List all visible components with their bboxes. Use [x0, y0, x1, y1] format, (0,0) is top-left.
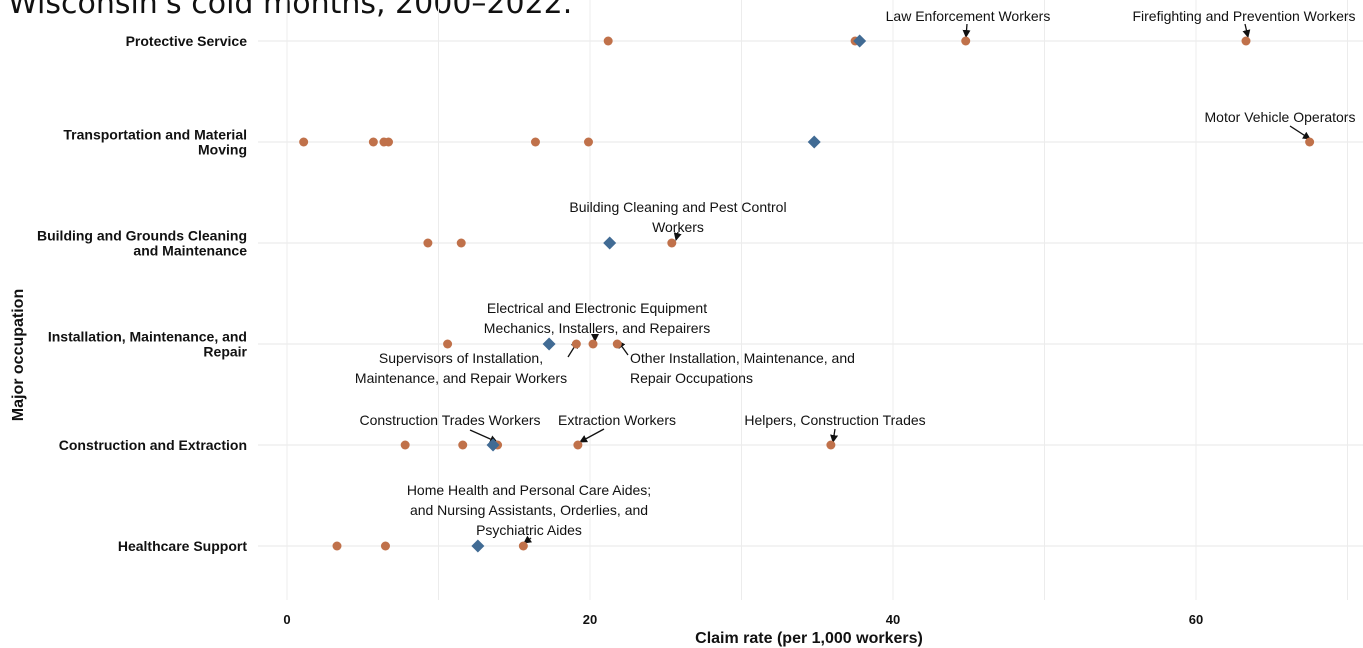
y-tick-label: Protective Service: [126, 33, 248, 49]
claim-rate-point: [400, 440, 410, 450]
average-diamond: [807, 135, 821, 149]
annotation-label: Mechanics, Installers, and Repairers: [484, 320, 710, 336]
annotation-label: Repair Occupations: [630, 370, 753, 386]
claim-rate-point: [443, 339, 453, 349]
data-marks: [299, 34, 1315, 553]
claim-rate-point: [1305, 137, 1315, 147]
annotation-label: Maintenance, and Repair Workers: [355, 370, 567, 386]
annotation-label: Building Cleaning and Pest Control: [569, 199, 786, 215]
y-tick-label: Healthcare Support: [118, 538, 247, 554]
annotation-label: Motor Vehicle Operators: [1205, 109, 1356, 125]
average-diamond: [853, 34, 867, 48]
annotation-label: Firefighting and Prevention Workers: [1132, 8, 1355, 24]
x-tick-label: 40: [886, 612, 900, 627]
annotation-arrow: [1289, 125, 1311, 140]
claim-rate-point: [456, 238, 466, 248]
average-diamond: [471, 539, 485, 553]
x-axis-title: Claim rate (per 1,000 workers): [695, 630, 923, 647]
y-tick-label: Installation, Maintenance, and: [48, 329, 247, 345]
claim-rate-point: [667, 238, 677, 248]
annotation-label: Home Health and Personal Care Aides;: [407, 482, 651, 498]
y-tick-label: Transportation and Material: [63, 127, 247, 143]
claim-rate-point: [583, 137, 593, 147]
annotation-label: Extraction Workers: [558, 412, 676, 428]
claim-rate-point: [423, 238, 433, 248]
average-diamond: [486, 438, 500, 452]
y-tick-label: Construction and Extraction: [59, 437, 247, 453]
claim-rate-point: [573, 440, 583, 450]
annotation-arrow: [673, 231, 682, 241]
y-axis-title: Major occupation: [10, 289, 27, 421]
claim-rate-point: [384, 137, 394, 147]
claim-rate-point: [571, 339, 581, 349]
annotation-label: Psychiatric Aides: [476, 522, 582, 538]
annotation-label: Other Installation, Maintenance, and: [630, 350, 855, 366]
claim-rate-point: [458, 440, 468, 450]
claim-rate-point: [826, 440, 836, 450]
annotation-label: Construction Trades Workers: [359, 412, 540, 428]
y-tick-label: Moving: [198, 142, 247, 158]
claim-rate-point: [1241, 36, 1251, 46]
x-tick-label: 60: [1189, 612, 1203, 627]
claim-rate-point: [603, 36, 613, 46]
claim-rate-point: [588, 339, 598, 349]
chart-title: Wisconsin's cold months, 2000–2022.: [8, 0, 573, 21]
claim-rate-point: [612, 339, 622, 349]
annotation-label: and Nursing Assistants, Orderlies, and: [410, 502, 648, 518]
annotation-label: Workers: [652, 219, 704, 235]
annotation-label: Supervisors of Installation,: [379, 350, 543, 366]
annotation-arrow: [962, 23, 971, 38]
claim-rate-point: [368, 137, 378, 147]
y-tick-label: and Maintenance: [133, 243, 247, 259]
annotation-arrow: [1242, 23, 1251, 38]
claim-rate-point: [518, 541, 528, 551]
y-tick-label: Building and Grounds Cleaning: [37, 228, 247, 244]
claim-rate-point: [299, 137, 309, 147]
annotation-arrows: [469, 23, 1311, 544]
claim-rate-point: [530, 137, 540, 147]
annotation-label: Electrical and Electronic Equipment: [487, 300, 707, 316]
claim-rate-point: [380, 541, 390, 551]
claim-rate-point: [961, 36, 971, 46]
y-tick-label: Repair: [203, 344, 247, 360]
average-diamond: [542, 337, 556, 351]
x-tick-label: 20: [583, 612, 597, 627]
annotation-label: Helpers, Construction Trades: [744, 412, 925, 428]
chart-text: Protective Service Transportation and Mat…: [10, 8, 1356, 647]
claim-rate-point: [332, 541, 342, 551]
x-tick-label: 0: [283, 612, 290, 627]
annotation-arrow: [830, 428, 839, 443]
average-diamond: [603, 236, 617, 250]
annotation-arrow: [579, 428, 605, 443]
annotation-label: Law Enforcement Workers: [886, 8, 1051, 24]
